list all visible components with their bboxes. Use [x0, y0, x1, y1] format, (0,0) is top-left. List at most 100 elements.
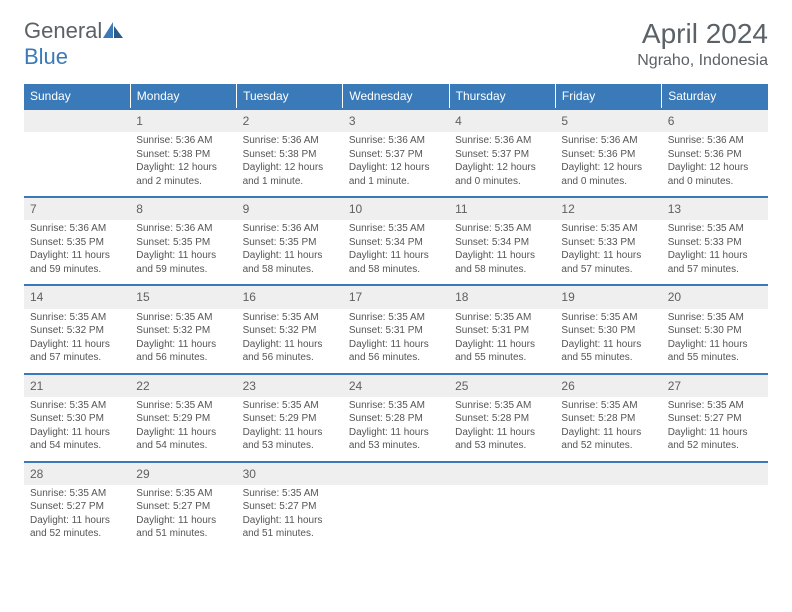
daylight-text: Daylight: 11 hours	[30, 426, 124, 440]
daylight-text: Daylight: 12 hours	[349, 161, 443, 175]
sunset-text: Sunset: 5:33 PM	[561, 236, 655, 250]
day-number-cell: 3	[343, 109, 449, 132]
daylight-text: and 51 minutes.	[243, 527, 337, 541]
daylight-text: and 51 minutes.	[136, 527, 230, 541]
day-number: 30	[237, 463, 343, 485]
day-detail-cell: Sunrise: 5:36 AMSunset: 5:38 PMDaylight:…	[130, 132, 236, 197]
daylight-text: Daylight: 11 hours	[136, 249, 230, 263]
sunset-text: Sunset: 5:31 PM	[349, 324, 443, 338]
daylight-text: Daylight: 11 hours	[136, 426, 230, 440]
daylight-text: Daylight: 11 hours	[243, 249, 337, 263]
day-number-cell	[449, 462, 555, 485]
sunrise-text: Sunrise: 5:35 AM	[30, 487, 124, 501]
day-number-cell: 28	[24, 462, 130, 485]
sunrise-text: Sunrise: 5:35 AM	[349, 311, 443, 325]
sunset-text: Sunset: 5:32 PM	[136, 324, 230, 338]
day-detail-cell: Sunrise: 5:36 AMSunset: 5:36 PMDaylight:…	[555, 132, 661, 197]
day-detail-cell	[343, 485, 449, 549]
sunrise-text: Sunrise: 5:35 AM	[243, 311, 337, 325]
sunset-text: Sunset: 5:27 PM	[30, 500, 124, 514]
daylight-text: and 55 minutes.	[668, 351, 762, 365]
day-number-cell: 26	[555, 374, 661, 397]
day-number: 20	[662, 286, 768, 308]
daylight-text: and 54 minutes.	[136, 439, 230, 453]
daynum-row: 21222324252627	[24, 374, 768, 397]
day-number-cell: 23	[237, 374, 343, 397]
daylight-text: Daylight: 11 hours	[561, 426, 655, 440]
daylight-text: and 55 minutes.	[455, 351, 549, 365]
sunrise-text: Sunrise: 5:35 AM	[668, 399, 762, 413]
weekday-header: Friday	[555, 84, 661, 109]
day-detail-cell	[449, 485, 555, 549]
day-number: 23	[237, 375, 343, 397]
day-number-cell: 5	[555, 109, 661, 132]
day-number: 24	[343, 375, 449, 397]
weekday-header: Thursday	[449, 84, 555, 109]
sunrise-text: Sunrise: 5:35 AM	[243, 399, 337, 413]
daylight-text: Daylight: 11 hours	[349, 338, 443, 352]
day-detail-cell: Sunrise: 5:35 AMSunset: 5:34 PMDaylight:…	[343, 220, 449, 285]
sunset-text: Sunset: 5:35 PM	[136, 236, 230, 250]
daylight-text: Daylight: 11 hours	[455, 426, 549, 440]
sunset-text: Sunset: 5:27 PM	[668, 412, 762, 426]
daylight-text: Daylight: 11 hours	[668, 338, 762, 352]
day-number: 5	[555, 110, 661, 132]
sunrise-text: Sunrise: 5:35 AM	[668, 222, 762, 236]
day-number: 4	[449, 110, 555, 132]
day-number: 27	[662, 375, 768, 397]
day-number-cell: 21	[24, 374, 130, 397]
daylight-text: Daylight: 11 hours	[30, 514, 124, 528]
daylight-text: and 56 minutes.	[349, 351, 443, 365]
sunset-text: Sunset: 5:29 PM	[136, 412, 230, 426]
sunrise-text: Sunrise: 5:35 AM	[136, 487, 230, 501]
location: Ngraho, Indonesia	[637, 52, 768, 70]
day-number-cell: 24	[343, 374, 449, 397]
day-detail-cell: Sunrise: 5:36 AMSunset: 5:38 PMDaylight:…	[237, 132, 343, 197]
sunset-text: Sunset: 5:33 PM	[668, 236, 762, 250]
day-detail-cell: Sunrise: 5:36 AMSunset: 5:35 PMDaylight:…	[24, 220, 130, 285]
daylight-text: Daylight: 11 hours	[349, 426, 443, 440]
day-number: 2	[237, 110, 343, 132]
sunrise-text: Sunrise: 5:36 AM	[243, 134, 337, 148]
daylight-text: and 57 minutes.	[668, 263, 762, 277]
daynum-row: 78910111213	[24, 197, 768, 220]
day-detail-cell: Sunrise: 5:35 AMSunset: 5:32 PMDaylight:…	[237, 309, 343, 374]
day-detail-cell: Sunrise: 5:36 AMSunset: 5:37 PMDaylight:…	[449, 132, 555, 197]
daylight-text: Daylight: 11 hours	[136, 514, 230, 528]
sunset-text: Sunset: 5:38 PM	[243, 148, 337, 162]
day-detail-cell: Sunrise: 5:35 AMSunset: 5:28 PMDaylight:…	[555, 397, 661, 462]
sunrise-text: Sunrise: 5:35 AM	[136, 399, 230, 413]
sunrise-text: Sunrise: 5:35 AM	[243, 487, 337, 501]
daylight-text: and 56 minutes.	[136, 351, 230, 365]
day-number-cell: 9	[237, 197, 343, 220]
sunrise-text: Sunrise: 5:36 AM	[455, 134, 549, 148]
day-detail-cell: Sunrise: 5:35 AMSunset: 5:33 PMDaylight:…	[555, 220, 661, 285]
day-number: 13	[662, 198, 768, 220]
day-number: 11	[449, 198, 555, 220]
day-detail-cell: Sunrise: 5:35 AMSunset: 5:30 PMDaylight:…	[555, 309, 661, 374]
daylight-text: Daylight: 11 hours	[455, 338, 549, 352]
weekday-header: Saturday	[662, 84, 768, 109]
day-number: 12	[555, 198, 661, 220]
day-detail-cell	[24, 132, 130, 197]
daynum-row: 14151617181920	[24, 285, 768, 308]
day-number-cell	[343, 462, 449, 485]
sunrise-text: Sunrise: 5:35 AM	[455, 222, 549, 236]
day-number: 18	[449, 286, 555, 308]
daylight-text: and 1 minute.	[243, 175, 337, 189]
day-detail-cell: Sunrise: 5:35 AMSunset: 5:30 PMDaylight:…	[662, 309, 768, 374]
title-block: April 2024 Ngraho, Indonesia	[637, 18, 768, 70]
month-title: April 2024	[637, 18, 768, 50]
day-number: 19	[555, 286, 661, 308]
daylight-text: Daylight: 12 hours	[668, 161, 762, 175]
sunset-text: Sunset: 5:30 PM	[561, 324, 655, 338]
day-number: 28	[24, 463, 130, 485]
weekday-header: Monday	[130, 84, 236, 109]
day-number-cell	[24, 109, 130, 132]
day-detail-cell: Sunrise: 5:35 AMSunset: 5:29 PMDaylight:…	[130, 397, 236, 462]
sunset-text: Sunset: 5:37 PM	[349, 148, 443, 162]
day-number: 29	[130, 463, 236, 485]
daylight-text: Daylight: 11 hours	[668, 426, 762, 440]
daynum-row: 282930	[24, 462, 768, 485]
day-number-cell: 18	[449, 285, 555, 308]
